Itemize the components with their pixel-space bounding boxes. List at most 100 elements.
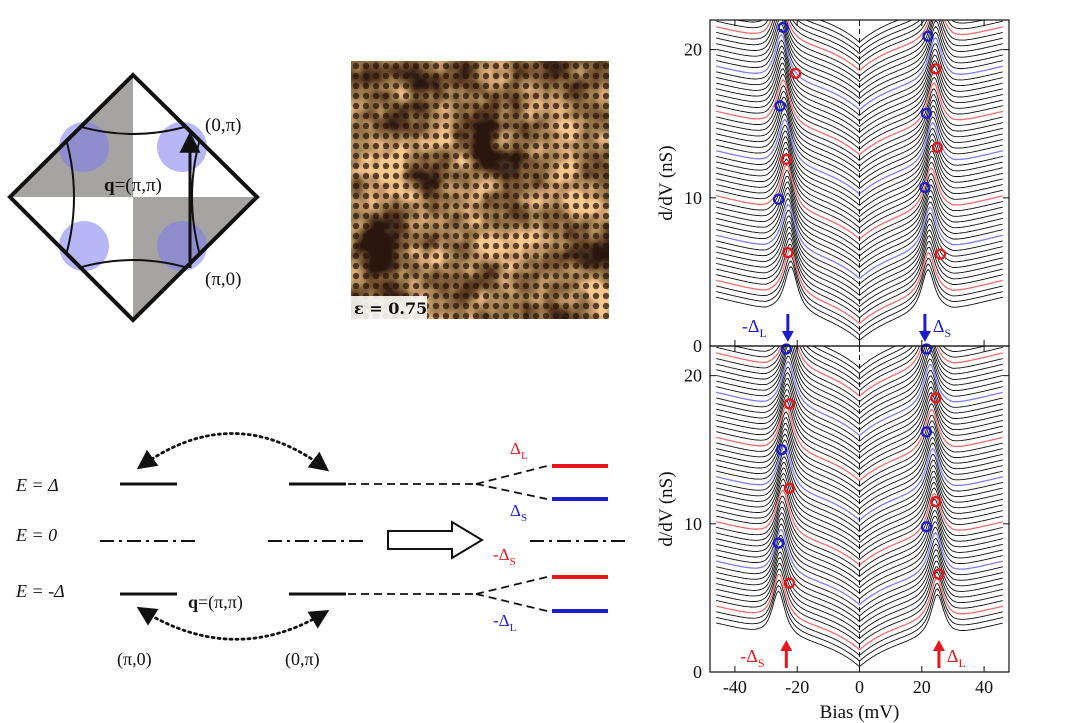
gap-arrow-label: -ΔS [740,646,764,670]
y-tick-label: 20 [684,366,702,386]
level-label-delta: E = Δ [15,475,59,495]
q-value-lower: =(π,π) [198,592,243,613]
x-tick-label: -20 [785,677,809,697]
gap-arrow-head [918,331,931,342]
k-label-left: (π,0) [117,649,152,670]
peak-marker-red [933,568,945,580]
spectrum-trace [716,467,1003,544]
peak-marker-red [790,67,802,79]
spectrum-trace [716,158,1003,234]
spectra-panel-top: -ΔL ΔS 0 10 20 d/dV (nS) [656,19,1010,356]
peak-marker-red [930,495,942,508]
spectra-panel-bottom: -ΔS ΔL 0 10 20 d/dV (nS) [656,343,1010,682]
spectrum-trace [716,20,1003,83]
spectrum-trace [716,23,1003,99]
peak-marker-red [782,246,794,259]
spectrum-trace [716,540,1003,617]
peak-marker-blue [922,30,934,42]
q-bold-lower: q [188,592,198,612]
spectrum-trace [796,20,921,54]
spectrum-trace [716,78,1003,156]
gap-arrow-label: ΔL [947,646,966,670]
peak-marker-blue [772,537,785,549]
quadrant-gray-bottom-right [133,197,257,320]
peak-marker-blue [780,343,792,355]
y-tick-label: 0 [693,336,702,356]
pocket-circle-top-left [59,122,109,172]
x-tick-label: 40 [975,677,993,697]
gap-arrow-label-base: Δ [947,646,959,666]
peak-marker-red [783,398,796,410]
peak-marker-red [783,577,796,589]
gap-arrow-head [781,331,794,342]
spectrum-trace [716,33,1003,111]
spectrum-trace [716,68,1003,144]
split-fan-upper-top [475,465,548,485]
spectrum-trace [716,346,1003,391]
label-delta-S-base: Δ [510,501,521,520]
spectrum-trace [716,484,1003,561]
y-tick-label: 10 [684,514,702,534]
peak-marker-red [783,482,796,494]
block-arrow [387,520,484,560]
energy-level-diagram: E = Δ E = 0 E = -Δ q=(π,π) (π,0) (0,π) Δ… [15,432,628,670]
gap-arrow-label-sub: S [758,656,765,670]
stm-map-label-box [351,296,427,319]
peak-marker-red [930,392,942,404]
stm-map: ε = 0.75 [351,61,609,319]
x-axis-label: Bias (mV) [820,702,900,723]
label-minus-delta-L-sub: L [510,622,517,634]
spectrum-trace [716,528,1003,606]
spectrum-trace [716,39,1003,116]
label-delta-S-sub: S [521,512,527,524]
level-label-zero: E = 0 [15,525,57,545]
spectrum-trace [716,495,1003,572]
peak-marker-red [931,141,944,154]
brillouin-zone-diagram: (0,π) (π,0) q=(π,π) [7,72,260,323]
gap-arrow-label-sub: L [959,656,966,670]
peak-marker-blue [772,193,785,205]
q-bold: q [104,175,115,196]
gap-arrow-label-base: -Δ [740,646,758,666]
spectrum-trace [716,556,1003,634]
spectrum-trace [716,350,1003,425]
spectrum-trace [716,450,1003,527]
peak-marker-red [934,248,947,260]
spectrum-trace [716,130,1003,206]
q-vector-label: q=(π,π) [104,175,162,196]
spectrum-trace [716,260,1003,336]
spectrum-trace [716,411,1003,487]
spectrum-trace [716,215,1003,291]
spectrum-trace [716,113,1003,189]
label-delta-L-base: Δ [510,439,521,458]
spectrum-trace [716,346,1003,408]
spectrum-trace [716,501,1003,577]
stm-map-label: ε = 0.75 [354,299,427,318]
spectrum-trace [716,545,1003,623]
spectrum-trace [716,366,1003,442]
q-value: =(π,π) [115,175,162,196]
peak-marker-red [780,153,792,165]
scattering-arc-top [136,432,330,472]
level-label-minus-delta: E = -Δ [15,581,65,601]
k-label-bottom: (π,0) [205,269,242,290]
spectrum-trace [716,175,1003,251]
gap-arrow-label-base: Δ [933,316,945,336]
spectrum-trace [716,50,1003,128]
peak-marker-blue [777,21,789,34]
gap-arrow-head [780,640,793,651]
spectrum-trace [716,96,1003,173]
peak-marker-blue [920,521,933,533]
label-minus-delta-S: -ΔS [493,545,516,568]
peak-marker-blue [775,444,788,456]
split-fan-upper-bottom [475,483,548,500]
spectrum-trace [716,84,1003,161]
y-tick-label: 10 [684,188,702,208]
peak-marker-blue [920,426,933,438]
k-label-right: (0,π) [285,649,320,670]
label-minus-delta-S-sub: S [510,556,516,568]
spectrum-trace [716,203,1003,280]
spectrum-trace [716,124,1003,201]
